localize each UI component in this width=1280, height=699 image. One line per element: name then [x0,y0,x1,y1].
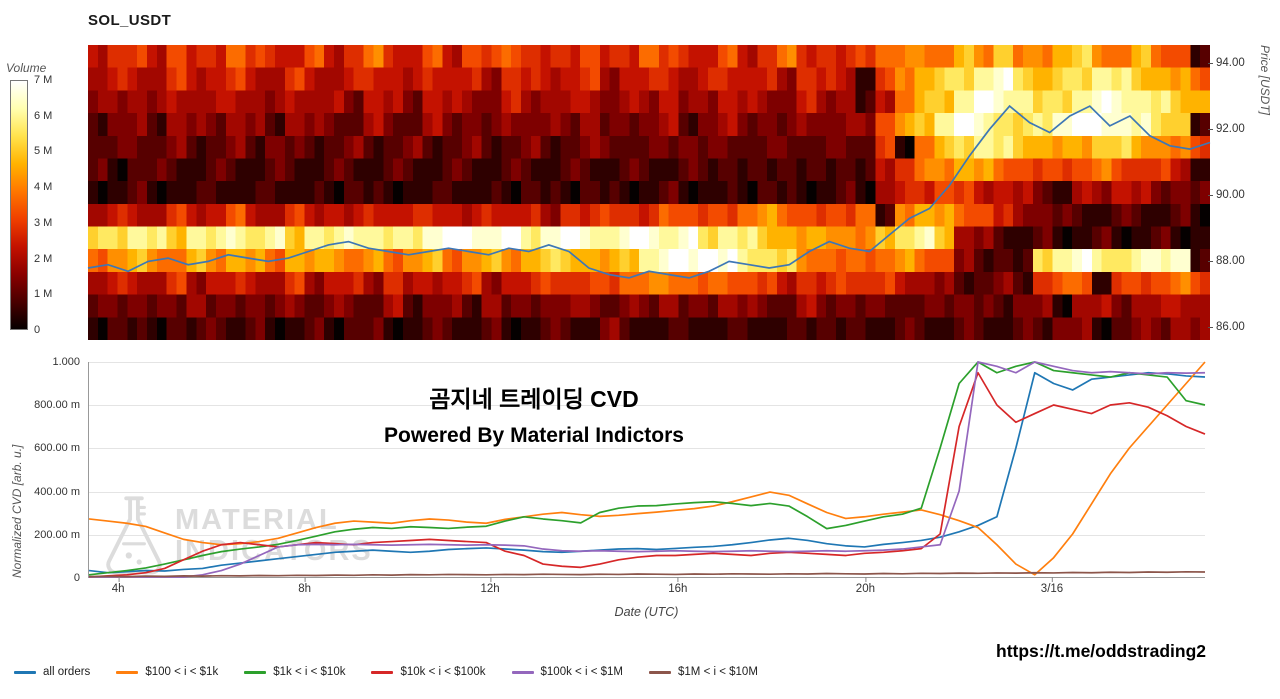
gridline [89,448,1205,450]
cvd-y-axis-ticks: 1.000 800.00 m 600.00 m 400.00 m 200.00 m 0 [26,356,80,584]
legend-item: $100k < i < $1M [511,666,623,678]
volume-heatmap [87,45,1211,340]
cvd-series-all-orders [88,371,1206,574]
volume-tick-label: 0 [34,324,41,336]
volume-colorbar [10,80,28,330]
watermark-line2: INDICATORS [175,535,373,567]
heatmap-canvas [88,45,1210,340]
watermark-text: MATERIAL INDICATORS [175,505,373,566]
cvd-y-tick-label: 800.00 m [34,399,80,412]
price-tick-label: 92.00 [1208,123,1245,136]
legend-swatch [14,670,36,674]
legend-swatch [244,670,267,674]
cvd-x-tick-label: 8h [298,577,312,595]
legend-swatch [649,670,671,674]
cvd-chart: MATERIAL INDICATORS 곰지네 트레이딩 CVD Powered… [88,361,1206,578]
gridline [89,534,1205,536]
cvd-series--100k-i-1m [89,361,1206,578]
price-line [87,104,1211,279]
cvd-x-tick-label: 3/16 [1040,577,1064,595]
volume-tick-label: 5 M [34,145,53,158]
legend-label: $1M < i < $10M [678,666,758,678]
legend-label: $10k < i < $100k [400,666,486,678]
cvd-x-tick-label: 4h [111,577,125,595]
volume-tick-label: 7 M [34,74,53,86]
price-axis-label: Price [USDT] [1258,45,1272,116]
symbol-title: SOL_USDT [88,12,172,29]
price-tick-label: 90.00 [1208,189,1245,202]
cvd-series--100-i-1k [88,361,1206,576]
volume-tick-label: 1 M [34,288,53,301]
legend-item: all orders [14,666,90,678]
cvd-y-axis-label: Normalized CVD [arb. u.] [10,444,24,578]
legend-label: $1k < i < $10k [273,666,346,678]
volume-tick-label: 2 M [34,252,53,265]
cvd-y-tick-label: 400.00 m [34,485,80,498]
legend-item: $100 < i < $1k [116,666,218,678]
cvd-y-tick-label: 600.00 m [34,442,80,455]
cvd-y-tick-label: 1.000 [52,356,80,368]
flask-icon [106,496,162,575]
watermark-line1: MATERIAL [175,504,339,537]
cvd-series--10k-i-100k [88,371,1206,578]
legend-swatch [511,670,534,674]
cvd-x-tick-label: 16h [668,577,688,595]
material-indicators-watermark: MATERIAL INDICATORS [95,494,373,578]
legend: all orders $100 < i < $1k $1k < i < $10k $1… [14,666,758,678]
volume-tick-label: 3 M [34,216,53,229]
volume-tick-label: 4 M [34,181,53,194]
gridline [89,491,1205,493]
price-tick-label: 86.00 [1208,321,1245,334]
legend-swatch [371,670,394,674]
telegram-url: https://t.me/oddstrading2 [996,641,1206,661]
cvd-series--1k-i-10k [88,361,1206,576]
legend-item: $1M < i < $10M [649,666,758,678]
legend-item: $10k < i < $100k [371,666,486,678]
x-axis-label: Date (UTC) [614,605,679,619]
legend-label: all orders [43,666,91,678]
price-axis-ticks: 94.00 92.00 90.00 88.00 86.00 [1208,45,1276,340]
legend-label: $100 < i < $1k [145,666,219,678]
cvd-series--1m-i-10m [88,570,1206,578]
volume-tick-label: 6 M [34,109,53,122]
price-line-path [87,104,1211,279]
cvd-y-tick-label: 200.00 m [34,528,80,541]
cvd-x-tick-label: 20h [855,577,875,595]
legend-item: $1k < i < $10k [244,666,345,678]
volume-colorbar-label: Volume [6,61,47,75]
cvd-x-axis-ticks: 4h 8h 12h 16h 20h 3/16 [88,577,1205,599]
cvd-lines [88,361,1206,578]
price-tick-label: 88.00 [1208,255,1245,268]
cvd-x-tick-label: 12h [480,577,500,595]
legend-label: $100k < i < $1M [540,666,623,678]
cvd-y-tick-label: 0 [73,572,80,584]
price-tick-label: 94.00 [1208,57,1245,70]
gridline [89,362,1205,363]
gridline [89,405,1205,407]
volume-colorbar-ticks: 7 M 6 M 5 M 4 M 3 M 2 M 1 M 0 [34,74,68,336]
legend-swatch [116,670,139,674]
